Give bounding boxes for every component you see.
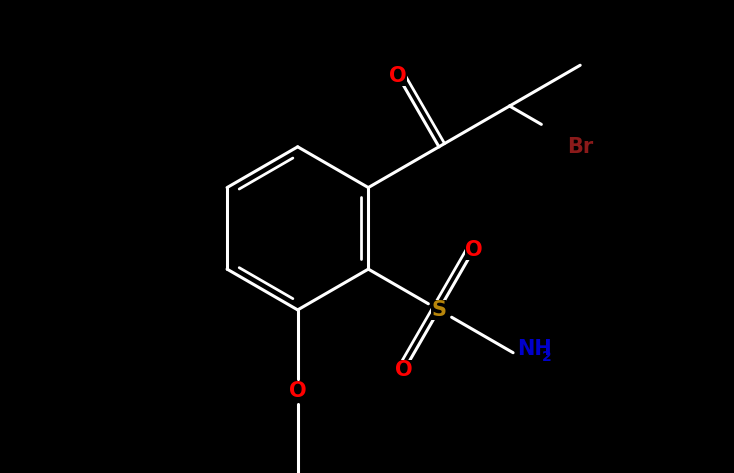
Text: O: O <box>465 240 482 260</box>
Text: O: O <box>289 381 307 402</box>
Text: 2: 2 <box>542 350 551 364</box>
Text: S: S <box>432 300 446 320</box>
Text: O: O <box>396 360 413 380</box>
Text: O: O <box>389 66 407 86</box>
Text: NH: NH <box>517 339 552 359</box>
Text: Br: Br <box>567 137 593 157</box>
